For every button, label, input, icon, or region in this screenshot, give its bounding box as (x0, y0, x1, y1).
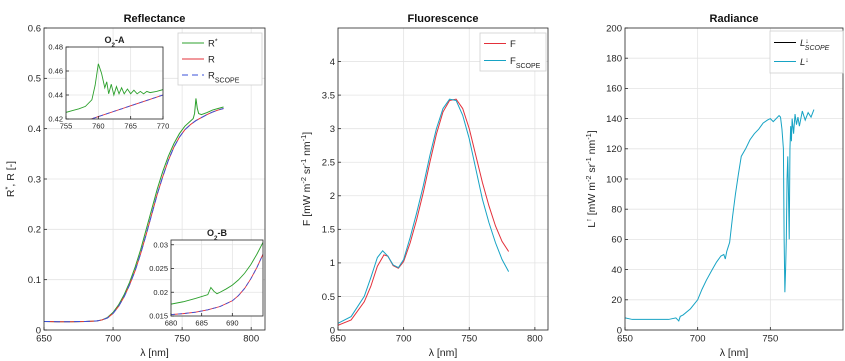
y-tick-label: 3.5 (322, 90, 335, 101)
y-tick-label: 0.2 (28, 225, 41, 236)
inset-0: 755 760 765 770 0.42 0.44 0.46 0.48 O2-A (48, 35, 169, 131)
y-axis-label: R*, R [-] (3, 161, 18, 197)
chart-title: Reflectance (124, 13, 186, 25)
x-tick-label: 755 (60, 122, 73, 131)
plot-area (66, 47, 163, 119)
x-tick-label: 685 (195, 319, 208, 328)
y-tick-label: 0.44 (48, 91, 63, 100)
axes-frame (65, 46, 164, 120)
y-tick-label: 0.03 (153, 240, 168, 249)
chart-title: Radiance (710, 13, 759, 25)
y-tick-label: 0 (330, 325, 335, 336)
y-tick-label: 20 (611, 295, 622, 306)
y-tick-label: 0.42 (48, 115, 63, 124)
x-tick-label: 650 (330, 334, 346, 345)
legend-label: R* (208, 38, 218, 50)
y-tick-label: 80 (611, 205, 622, 216)
inset-1: 680 685 690 0.015 0.02 0.025 0.03 O2-B (149, 228, 264, 328)
y-tick-label: 2 (330, 191, 335, 202)
x-tick-label: 800 (243, 334, 259, 345)
x-axis-label: λ [nm] (429, 347, 458, 359)
panel-1: 650 700 750 800 0 0.5 1 1.5 2 2.5 3 3.5 4 Fluorescenc… (299, 13, 549, 359)
series-line-2 (171, 254, 263, 316)
y-tick-label: 0.02 (153, 288, 168, 297)
inset-title: O2-B (207, 228, 228, 242)
legend-label: R (208, 55, 215, 66)
y-tick-label: 0 (36, 325, 41, 336)
y-axis-label: F [mW m-2 sr-1 nm-1] (299, 132, 314, 226)
y-tick-label: 0.4 (28, 124, 41, 135)
axes-frame (337, 27, 549, 331)
legend-box (769, 30, 844, 74)
x-tick-label: 650 (617, 334, 633, 345)
plot-area (338, 28, 548, 330)
legend-label: L↓ SCOPE (800, 38, 830, 52)
y-tick-label: 0 (617, 325, 622, 336)
x-tick-label: 760 (92, 122, 105, 131)
plot-area (171, 240, 263, 316)
y-tick-label: 0.46 (48, 67, 63, 76)
y-tick-label: 100 (606, 174, 622, 185)
x-tick-label: 700 (105, 334, 121, 345)
x-tick-label: 680 (165, 319, 178, 328)
inset-title: O2-A (104, 35, 125, 49)
y-tick-label: 60 (611, 235, 622, 246)
x-tick-label: 770 (157, 122, 170, 131)
chart-title: Fluorescence (408, 13, 479, 25)
series-line-2 (44, 108, 224, 323)
y-tick-label: 0.1 (28, 275, 41, 286)
y-axis-label: L↑ [mW m-2 sr-1 nm-1] (584, 130, 599, 227)
legend-box (479, 32, 547, 72)
series-line-0 (338, 98, 510, 326)
legend-label: F (510, 39, 516, 50)
x-tick-label: 690 (226, 319, 239, 328)
y-tick-label: 1.5 (322, 225, 335, 236)
x-axis-label: λ [nm] (140, 347, 169, 359)
y-tick-label: 160 (606, 84, 622, 95)
y-tick-label: 140 (606, 114, 622, 125)
legend-label: FSCOPE (510, 56, 541, 70)
x-tick-label: 750 (174, 334, 190, 345)
y-tick-label: 0.025 (149, 264, 168, 273)
x-tick-label: 750 (762, 334, 778, 345)
legend-label: L↓ (800, 57, 809, 69)
series-line-0 (66, 63, 163, 113)
x-tick-label: 765 (124, 122, 137, 131)
y-tick-label: 120 (606, 144, 622, 155)
series-line-1 (338, 98, 510, 324)
y-tick-label: 0.015 (149, 312, 168, 321)
y-tick-label: 0.6 (28, 23, 41, 34)
y-tick-label: 2.5 (322, 158, 335, 169)
y-tick-label: 1 (330, 258, 335, 269)
x-tick-label: 700 (396, 334, 412, 345)
y-tick-label: 0.3 (28, 174, 41, 185)
y-tick-label: 4 (330, 57, 335, 68)
legend: R* R RSCOPE (177, 32, 263, 86)
axes-frame (170, 239, 264, 317)
y-tick-label: 3 (330, 124, 335, 135)
legend: L↓ SCOPE L↓ (769, 30, 844, 74)
y-tick-label: 200 (606, 23, 622, 34)
y-tick-label: 180 (606, 54, 622, 65)
series-line-2 (89, 94, 163, 119)
panel-2: 650 700 750 0 20 40 60 80 100 120 140 160 180 200 Radi… (584, 13, 844, 359)
y-tick-label: 0.5 (322, 292, 335, 303)
series-line-1 (625, 109, 815, 322)
series-line-0 (171, 242, 263, 305)
y-tick-label: 0.48 (48, 43, 63, 52)
y-tick-label: 0.5 (28, 74, 41, 85)
x-tick-label: 750 (461, 334, 477, 345)
x-tick-label: 800 (527, 334, 543, 345)
x-axis-label: λ [nm] (720, 347, 749, 359)
legend-label: RSCOPE (208, 71, 240, 85)
legend: F FSCOPE (479, 32, 547, 72)
x-tick-label: 700 (690, 334, 706, 345)
y-tick-label: 40 (611, 265, 622, 276)
x-tick-label: 650 (36, 334, 52, 345)
